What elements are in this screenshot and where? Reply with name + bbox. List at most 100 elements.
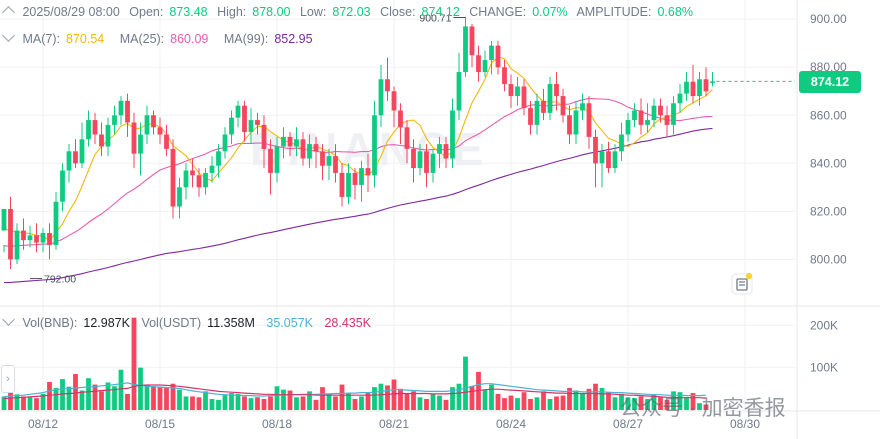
volume-bar: [346, 393, 351, 410]
candle-body: [248, 120, 254, 133]
volume-bar: [73, 373, 78, 410]
candle-body: [411, 148, 416, 169]
time-tick-label: 08/27: [613, 417, 643, 431]
vol-usdt-label: Vol(USDT): [141, 316, 202, 330]
close-label: Close:: [380, 5, 416, 19]
time-tick-label: 08/18: [262, 417, 292, 431]
candle-body: [203, 172, 208, 188]
candle-body: [528, 108, 533, 125]
ma7-line: [3, 56, 713, 242]
candle-body: [476, 55, 481, 73]
ma25-value: 860.09: [170, 32, 209, 46]
volume-bar: [294, 397, 299, 410]
volume-bar: [593, 383, 598, 410]
volume-bar: [541, 391, 546, 410]
candle-body: [417, 151, 423, 169]
volume-bar: [131, 317, 137, 410]
volume-bar: [430, 393, 436, 410]
watermark-text: 公众号 · 加密香报: [620, 397, 786, 420]
volume-bar: [502, 398, 507, 410]
volume-bar: [573, 390, 579, 410]
ma99-label: MA(99):: [223, 32, 269, 46]
volume-bar: [320, 387, 325, 410]
volume-bar: [463, 356, 468, 410]
volume-bar: [53, 387, 59, 410]
candle-body: [697, 79, 702, 97]
candle-body: [385, 79, 390, 92]
high-label: High:: [217, 5, 247, 19]
expand-panel-icon[interactable]: ›: [1, 365, 15, 393]
volume-bar: [14, 394, 20, 410]
open-label: Open:: [129, 5, 164, 19]
candle-body: [469, 26, 475, 56]
volume-bar: [677, 392, 683, 410]
candle-body: [151, 115, 156, 128]
ma-chevron-icon[interactable]: [2, 29, 15, 42]
volume-bar: [697, 403, 702, 410]
volume-bar: [658, 397, 663, 410]
candle-body: [229, 117, 234, 135]
volume-bar: [21, 396, 26, 410]
candle-body: [53, 201, 59, 245]
collapse-chevron-icon[interactable]: [2, 6, 15, 19]
candle-body: [300, 139, 306, 159]
volume-bar: [671, 391, 676, 410]
candle-body: [443, 144, 449, 159]
amplitude-label: AMPLITUDE:: [576, 5, 652, 19]
volume-tick-label: 200K: [810, 318, 838, 332]
volume-bar: [684, 397, 689, 410]
volume-bar: [190, 396, 195, 410]
volume-bar: [638, 396, 644, 410]
candle-body: [424, 151, 429, 173]
candle-body: [268, 148, 273, 173]
candle-body: [86, 120, 91, 140]
volume-bar: [307, 391, 312, 410]
candle-body: [365, 168, 371, 176]
candle-body: [625, 120, 631, 135]
volume-bar: [99, 391, 104, 410]
volume-bar: [580, 393, 585, 410]
candle-body: [261, 124, 267, 149]
volume-bar: [690, 393, 696, 410]
volume-bar: [450, 387, 455, 410]
volume-bar: [333, 396, 338, 410]
candle-body: [235, 105, 241, 118]
candle-body: [489, 45, 494, 61]
volume-bar: [372, 387, 377, 410]
volume-chevron-icon[interactable]: [2, 313, 15, 326]
volume-bar: [424, 398, 429, 410]
vol-ma1-value: 35.057K: [266, 316, 313, 330]
price-tick-label: 840.00: [810, 156, 847, 170]
candle-body: [21, 230, 26, 241]
vol-bnb-label: Vol(BNB):: [22, 316, 78, 330]
candle-body: [242, 105, 247, 133]
vol-ma2-value: 28.435K: [324, 316, 372, 330]
volume-bar: [359, 396, 364, 410]
candle-body: [313, 144, 319, 152]
notes-icon[interactable]: [731, 272, 753, 295]
candle-body: [339, 172, 345, 197]
candle-body: [131, 122, 137, 154]
candle-body: [684, 81, 689, 94]
candle-body: [664, 115, 670, 125]
candle-body: [437, 144, 442, 154]
volume-tick-label: 100K: [810, 361, 838, 375]
volume-bar: [34, 398, 39, 410]
volume-bar: [567, 387, 572, 410]
candle-body: [521, 86, 527, 109]
change-value: 0.07%: [532, 5, 568, 19]
volume-bar: [261, 398, 267, 410]
candle-body: [495, 45, 501, 68]
low-label: Low:: [299, 5, 327, 19]
volume-bar: [599, 387, 605, 410]
volume-ma2-line: [3, 384, 707, 400]
volume-bar: [268, 396, 273, 410]
amplitude-value: 0.68%: [657, 5, 693, 19]
ma99-value: 852.95: [274, 32, 313, 46]
candle-body: [534, 100, 540, 125]
candle-body: [177, 187, 182, 207]
time-tick-label: 08/12: [28, 417, 58, 431]
low-value: 872.03: [332, 5, 371, 19]
candle-body: [404, 127, 410, 149]
